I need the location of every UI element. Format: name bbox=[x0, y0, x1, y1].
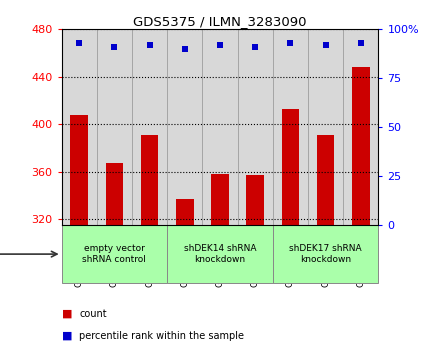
Bar bbox=[97, 29, 132, 225]
Bar bbox=[62, 225, 167, 283]
Bar bbox=[343, 29, 378, 225]
Text: shDEK14 shRNA
knockdown: shDEK14 shRNA knockdown bbox=[184, 244, 256, 264]
Bar bbox=[176, 199, 194, 225]
Title: GDS5375 / ILMN_3283090: GDS5375 / ILMN_3283090 bbox=[133, 15, 307, 28]
Bar bbox=[246, 175, 264, 225]
Bar bbox=[167, 225, 273, 283]
Bar bbox=[167, 29, 202, 225]
Bar bbox=[202, 29, 238, 225]
Bar bbox=[211, 174, 229, 225]
Bar bbox=[273, 29, 308, 225]
Point bbox=[146, 42, 153, 48]
Point bbox=[111, 44, 118, 50]
Bar bbox=[141, 135, 158, 225]
Bar bbox=[132, 29, 167, 225]
Bar bbox=[70, 115, 88, 225]
Text: count: count bbox=[79, 309, 107, 319]
Bar bbox=[273, 225, 378, 283]
Point bbox=[216, 42, 224, 48]
Bar bbox=[308, 29, 343, 225]
Bar bbox=[62, 29, 97, 225]
Point bbox=[322, 42, 329, 48]
Text: percentile rank within the sample: percentile rank within the sample bbox=[79, 331, 244, 341]
Bar bbox=[238, 29, 273, 225]
Point bbox=[287, 40, 294, 46]
Bar bbox=[317, 135, 334, 225]
Point bbox=[357, 40, 364, 46]
Text: ■: ■ bbox=[62, 309, 72, 319]
Text: empty vector
shRNA control: empty vector shRNA control bbox=[82, 244, 147, 264]
Point bbox=[76, 40, 83, 46]
Bar bbox=[352, 67, 370, 225]
Bar bbox=[106, 163, 123, 225]
Text: shDEK17 shRNA
knockdown: shDEK17 shRNA knockdown bbox=[289, 244, 362, 264]
Text: ■: ■ bbox=[62, 331, 72, 341]
Point bbox=[181, 46, 188, 52]
Point bbox=[252, 44, 259, 50]
Bar bbox=[282, 109, 299, 225]
